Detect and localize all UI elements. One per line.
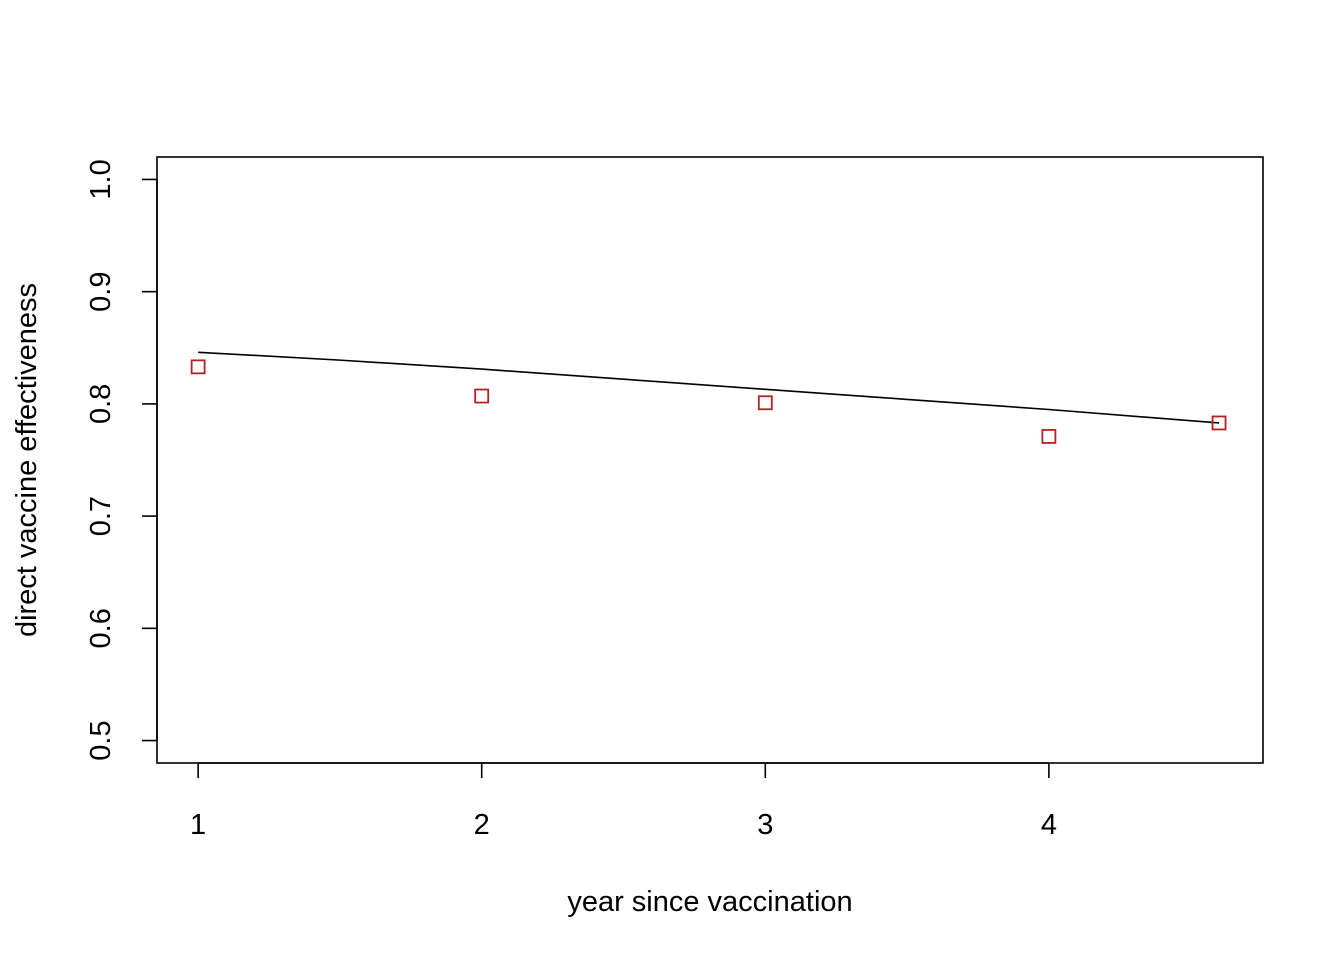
y-tick-label: 0.5 — [85, 720, 117, 760]
y-tick-label: 0.6 — [85, 608, 117, 648]
data-point — [1211, 415, 1227, 431]
series-layer — [190, 351, 1227, 444]
x-tick-label: 1 — [190, 809, 206, 841]
y-axis-label: direct vaccine effectiveness — [11, 283, 43, 637]
data-point — [757, 395, 773, 411]
x-tick-label: 4 — [1041, 809, 1057, 841]
data-point — [1041, 429, 1057, 444]
data-point — [474, 388, 490, 404]
x-axis: 1 2 3 4 — [190, 762, 1057, 841]
fitted-line — [198, 351, 1220, 424]
y-tick-label: 0.9 — [85, 272, 117, 312]
data-point — [190, 359, 206, 375]
x-tick-label: 3 — [757, 809, 773, 841]
plot-frame — [156, 156, 1264, 764]
y-tick-label: 0.8 — [85, 384, 117, 424]
x-tick-label: 2 — [474, 809, 490, 841]
x-axis-label: year since vaccination — [567, 886, 852, 918]
y-tick-label: 1.0 — [85, 159, 117, 199]
y-axis: 0.5 0.6 0.7 0.8 0.9 1.0 — [85, 159, 158, 761]
y-tick-label: 0.7 — [85, 496, 117, 536]
